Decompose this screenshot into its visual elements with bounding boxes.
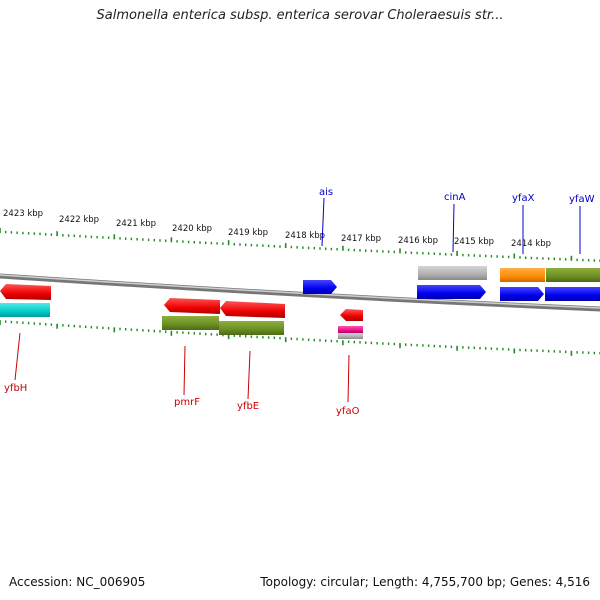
bottom-tick-ring xyxy=(0,320,600,356)
tick-label: 2420 kbp xyxy=(172,224,212,234)
leader-line xyxy=(452,203,455,253)
gene-orange[interactable] xyxy=(500,268,545,282)
top-gene-labels: ais cinA yfaX yfaW xyxy=(319,187,595,254)
gene-yfaO-red[interactable] xyxy=(340,309,363,321)
gene-label-ais[interactable]: ais xyxy=(319,187,333,198)
gene-label-yfaX[interactable]: yfaX xyxy=(512,193,535,204)
top-tick-ring xyxy=(0,228,600,262)
gene-pmrF-red[interactable] xyxy=(164,298,220,314)
leader-line xyxy=(347,354,350,403)
forward-strand-genes xyxy=(303,266,600,301)
genome-backbone-highlight xyxy=(0,274,600,309)
gene-red-left[interactable] xyxy=(0,284,51,300)
gene-yfbH[interactable] xyxy=(0,303,50,317)
gene-grey-small[interactable] xyxy=(338,333,363,339)
gene-yfaX[interactable] xyxy=(500,287,544,301)
gene-ais[interactable] xyxy=(303,280,337,294)
tick-label: 2415 kbp xyxy=(454,237,494,247)
reverse-strand-genes xyxy=(0,284,363,339)
tick-label: 2414 kbp xyxy=(511,239,551,249)
gene-olive[interactable] xyxy=(546,268,600,282)
gene-label-yfaW[interactable]: yfaW xyxy=(569,194,595,205)
gene-label-pmrF[interactable]: pmrF xyxy=(174,397,200,408)
genome-stats-text: Topology: circular; Length: 4,755,700 bp… xyxy=(260,575,590,589)
tick-label: 2417 kbp xyxy=(341,234,381,244)
gene-yfbE-red[interactable] xyxy=(220,301,285,318)
gene-cinA[interactable] xyxy=(417,285,486,299)
tick-label: 2421 kbp xyxy=(116,219,156,229)
gene-yfaO[interactable] xyxy=(338,326,363,333)
gene-label-yfbH[interactable]: yfbH xyxy=(4,383,27,394)
gene-yfaW[interactable] xyxy=(545,287,600,301)
tick-label: 2418 kbp xyxy=(285,231,325,241)
leader-line xyxy=(247,350,251,400)
gene-label-cinA[interactable]: cinA xyxy=(444,192,466,203)
leader-line xyxy=(321,197,325,247)
tick-label: 2419 kbp xyxy=(228,228,268,238)
genome-backbone xyxy=(0,273,600,312)
leader-line xyxy=(183,345,186,396)
map-title: Salmonella enterica subsp. enterica sero… xyxy=(96,8,504,23)
gene-label-yfaO[interactable]: yfaO xyxy=(336,406,360,417)
leader-line xyxy=(14,332,21,381)
tick-label: 2422 kbp xyxy=(59,215,99,225)
tick-label: 2416 kbp xyxy=(398,236,438,246)
tick-label: 2423 kbp xyxy=(3,209,43,219)
tick-labels: 2423 kbp 2422 kbp 2421 kbp 2420 kbp 2419… xyxy=(3,209,551,249)
gene-yfbE-olive[interactable] xyxy=(219,321,284,335)
bottom-gene-labels: yfbH pmrF yfbE yfaO xyxy=(4,332,360,417)
gene-label-yfbE[interactable]: yfbE xyxy=(237,401,259,412)
gene-grey[interactable] xyxy=(418,266,487,280)
gene-pmrF[interactable] xyxy=(162,316,219,330)
accession-text: Accession: NC_006905 xyxy=(9,575,146,589)
